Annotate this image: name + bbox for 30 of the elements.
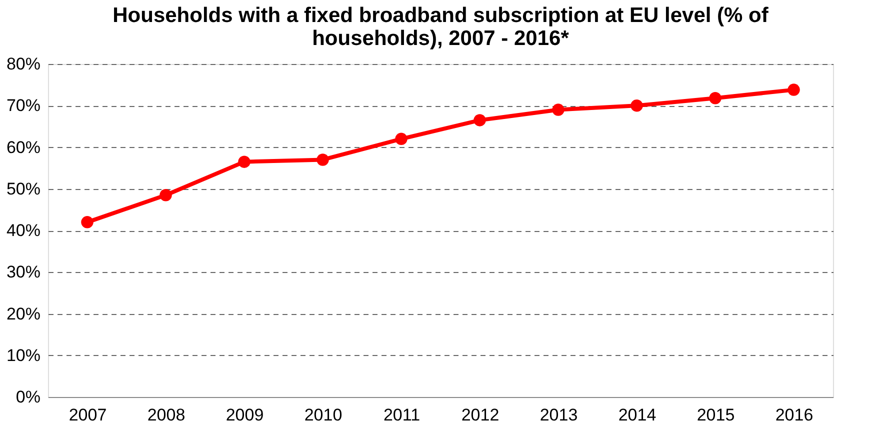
x-tick-label: 2011	[383, 406, 420, 424]
x-tick-label: 2013	[540, 406, 578, 424]
x-tick-label: 2015	[696, 406, 735, 424]
y-tick-label: 60%	[6, 138, 40, 157]
chart-title: Households with a fixed broadband subscription at EU level (% of households), 2007 - 2016*	[112, 4, 770, 50]
y-tick-label: 80%	[6, 54, 40, 74]
y-tick-label: 30%	[6, 262, 40, 282]
x-tick-label: 2012	[461, 406, 500, 424]
point	[81, 216, 94, 228]
point	[316, 154, 329, 166]
x-tick-label: 2010	[304, 406, 342, 424]
point	[630, 100, 643, 112]
y-tick-label: 10%	[6, 346, 40, 365]
point	[238, 156, 250, 168]
point	[709, 92, 722, 104]
y-tick-label: 40%	[6, 221, 40, 240]
point	[474, 114, 486, 126]
y-tick-label: 0%	[16, 388, 40, 406]
x-tick-label: 2016	[775, 406, 814, 424]
x-tick-label: 2007	[68, 406, 107, 424]
y-tick-label: 70%	[6, 96, 40, 116]
point	[395, 132, 408, 146]
x-tick-label: 2009	[226, 406, 264, 424]
y-tick-label: 20%	[6, 304, 40, 324]
x-tick-label: 2008	[147, 406, 186, 424]
point	[788, 84, 800, 96]
point	[552, 104, 564, 116]
y-tick-label: 50%	[6, 179, 40, 198]
point	[160, 189, 172, 202]
x-tick-label: 2014	[618, 406, 656, 424]
